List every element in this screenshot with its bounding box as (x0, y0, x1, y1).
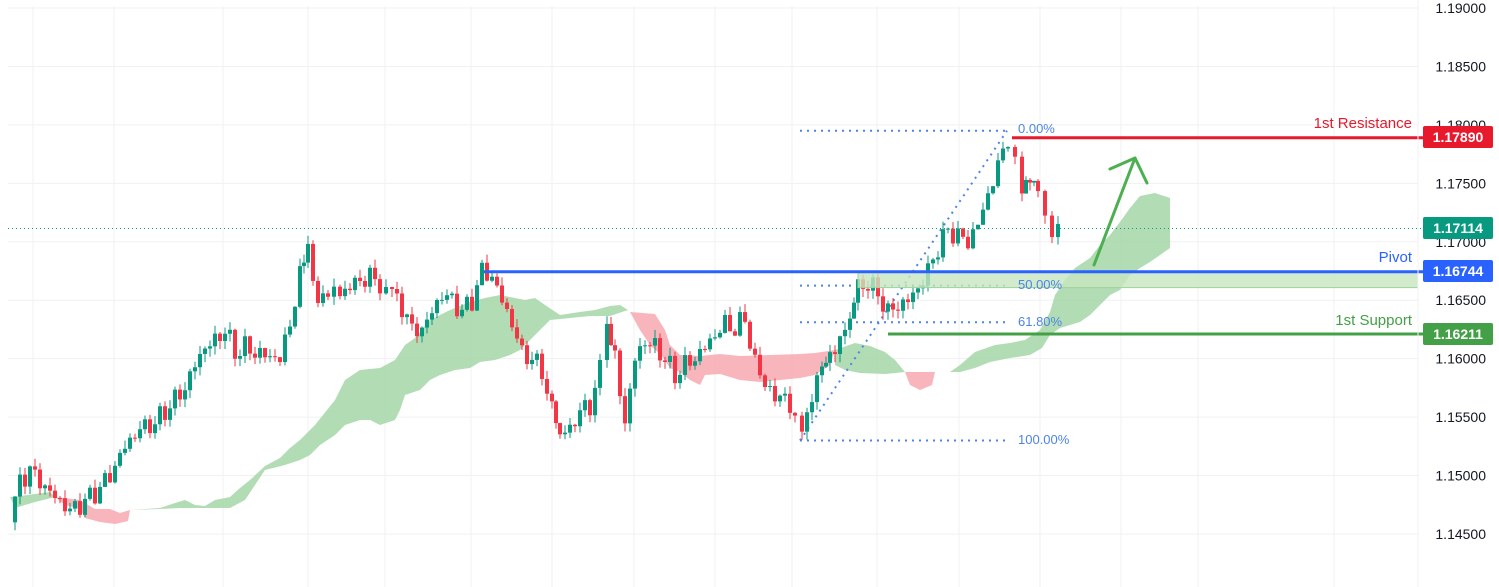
price-tick-label: 1.15500 (1435, 409, 1486, 425)
price-tick-label: 1.16500 (1435, 292, 1486, 308)
price-tick-label: 1.15000 (1435, 468, 1486, 484)
resistance-price-tag: 1.17890 (1423, 126, 1493, 148)
candlestick-series (13, 141, 1060, 531)
price-tick-label: 1.17500 (1435, 175, 1486, 191)
fib-label-50: 50.00% (1018, 277, 1063, 292)
ichimoku-cloud (10, 193, 1170, 524)
price-tick-label: 1.16000 (1435, 351, 1486, 367)
support-price-tag: 1.16211 (1423, 323, 1493, 345)
svg-text:1.17114: 1.17114 (1433, 220, 1483, 236)
price-tick-label: 1.14500 (1435, 526, 1486, 542)
svg-text:1.17890: 1.17890 (1433, 129, 1484, 145)
cloud-segment (950, 193, 1170, 372)
chart-grid (8, 6, 1418, 587)
current-price-tag: 1.17114 (1423, 217, 1493, 239)
pivot-price-tag: 1.16744 (1423, 260, 1493, 282)
cloud-segment (835, 343, 905, 374)
up-arrow-annotation[interactable] (1092, 156, 1149, 267)
support-label: 1st Support (1335, 312, 1413, 329)
resistance-label: 1st Resistance (1314, 115, 1412, 132)
fib-label-100: 100.00% (1018, 432, 1070, 447)
pivot-label: Pivot (1379, 249, 1413, 266)
cloud-segment (630, 312, 835, 385)
support-resistance-levels[interactable] (484, 136, 1423, 336)
price-tick-label: 1.19000 (1435, 0, 1486, 16)
cloud-segment (905, 372, 935, 390)
price-tick-label: 1.18500 (1435, 58, 1486, 74)
svg-text:1.16744: 1.16744 (1433, 263, 1484, 279)
price-axis[interactable]: 1.190001.185001.180001.175001.170001.165… (1417, 0, 1486, 587)
svg-text:1.16211: 1.16211 (1433, 326, 1483, 342)
fib-label-618: 61.80% (1018, 314, 1063, 329)
cloud-segment (130, 295, 628, 510)
fib-label-0: 0.00% (1018, 121, 1055, 136)
pivot-zone (857, 271, 1419, 289)
